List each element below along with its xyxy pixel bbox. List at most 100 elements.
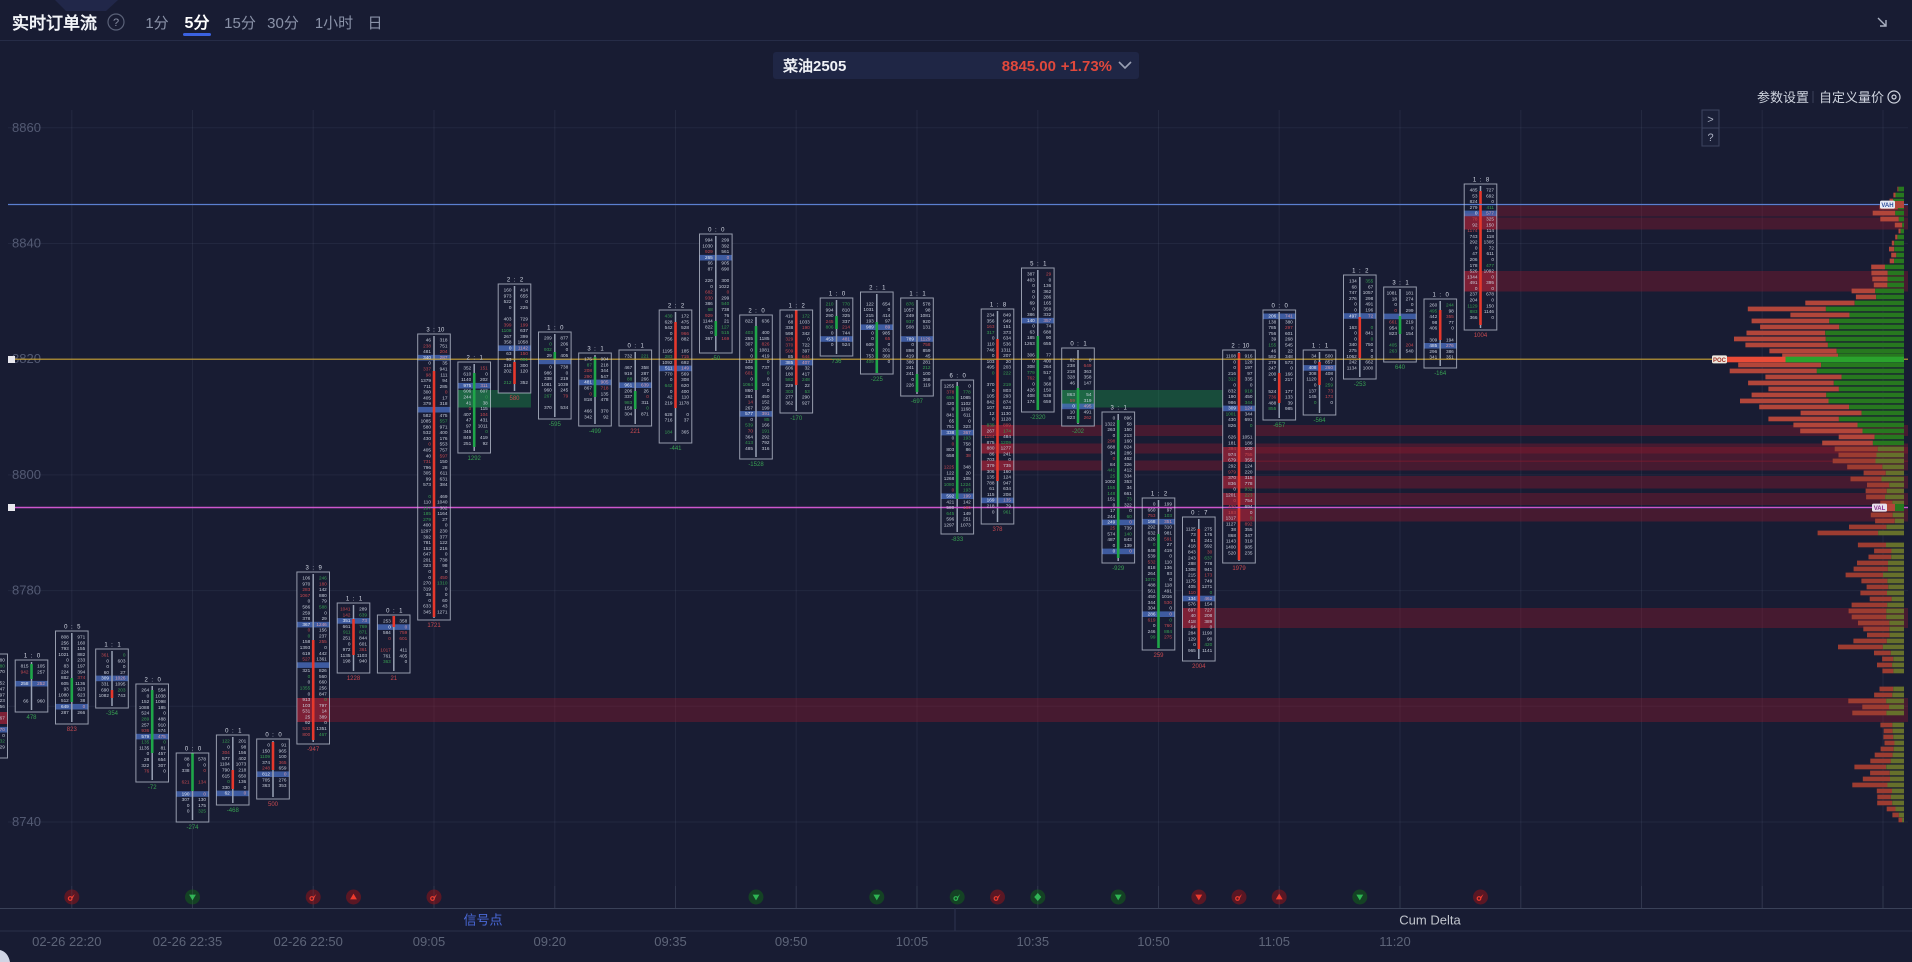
svg-text:1135: 1135 [340,653,350,658]
svg-text:0: 0 [842,292,846,298]
svg-text:911: 911 [343,630,351,635]
svg-text:97: 97 [466,424,472,429]
svg-text:753: 753 [1148,513,1156,518]
svg-text:808: 808 [61,635,69,640]
svg-text:626: 626 [1148,536,1156,541]
svg-text:1127: 1127 [1226,521,1236,526]
svg-text:1225: 1225 [944,465,955,470]
svg-text:0: 0 [968,384,971,389]
svg-text:727: 727 [1204,607,1212,612]
svg-text:1277: 1277 [1001,446,1012,451]
svg-text:267: 267 [504,334,512,339]
svg-text:578: 578 [923,302,931,307]
svg-text:0: 0 [1371,354,1374,359]
svg-text:信号点: 信号点 [463,913,502,928]
svg-text:488: 488 [1268,400,1276,405]
svg-text:824: 824 [1470,199,1478,204]
svg-text:2: 2 [1365,269,1369,275]
svg-text:1174: 1174 [1467,228,1477,233]
svg-text:2004: 2004 [1192,664,1206,670]
svg-text:601: 601 [399,636,407,641]
svg-text:0: 0 [1250,383,1253,388]
svg-text:0: 0 [203,762,206,767]
svg-text:0: 0 [831,331,834,336]
svg-text:132: 132 [745,359,753,364]
svg-text:101: 101 [762,382,770,387]
svg-text:175: 175 [198,803,206,808]
svg-text:753: 753 [866,354,874,359]
svg-text:276: 276 [1349,296,1357,301]
svg-text:150: 150 [1486,303,1494,308]
svg-text:0: 0 [1089,357,1092,362]
svg-text:46: 46 [426,338,432,343]
svg-text:276: 276 [279,777,287,782]
svg-text:1038: 1038 [155,693,166,698]
svg-text:0: 0 [831,342,834,347]
svg-text:573: 573 [423,482,431,487]
svg-text:110: 110 [424,500,432,505]
svg-text:140: 140 [1124,531,1132,536]
svg-text:11:20: 11:20 [1379,934,1411,949]
svg-text:59: 59 [1070,398,1076,403]
svg-text:741: 741 [1285,314,1293,319]
svg-text:185: 185 [158,705,166,710]
svg-text:420: 420 [946,401,954,406]
svg-text:0: 0 [670,331,673,336]
svg-text:806: 806 [826,325,834,330]
svg-text:0: 0 [278,733,282,739]
svg-text:28: 28 [442,465,448,470]
svg-text:1129: 1129 [0,744,5,749]
svg-text:0: 0 [871,348,874,353]
svg-text:367: 367 [963,430,971,435]
svg-text:-2320: -2320 [1030,415,1046,421]
svg-text:29: 29 [1046,272,1052,277]
svg-text:307: 307 [158,763,166,768]
svg-text:679: 679 [1228,458,1236,463]
svg-text:3: 3 [1392,281,1396,287]
svg-text:46: 46 [1271,348,1277,353]
svg-text:实时订单流: 实时订单流 [12,13,97,33]
svg-text:526: 526 [1470,269,1478,274]
svg-text:539: 539 [1148,554,1156,559]
svg-text:408: 408 [1027,393,1035,398]
svg-text:810: 810 [842,307,850,312]
svg-text:40: 40 [1191,613,1197,618]
svg-text:93: 93 [1167,571,1173,576]
svg-text:242: 242 [1349,360,1357,365]
svg-text:257: 257 [37,669,45,674]
svg-text:1016: 1016 [1162,594,1173,599]
svg-text:954: 954 [1389,325,1397,330]
svg-text:170: 170 [0,669,5,674]
svg-text:488: 488 [1148,583,1156,588]
svg-text:78: 78 [1472,217,1478,222]
svg-text:344: 344 [601,368,609,373]
svg-text:02-26 22:35: 02-26 22:35 [153,934,222,949]
svg-text:212: 212 [504,380,512,385]
svg-text:420: 420 [1204,642,1212,647]
svg-text:0: 0 [1491,298,1494,303]
svg-text:248: 248 [262,766,270,771]
svg-text:106: 106 [302,576,310,581]
svg-text:296: 296 [1429,349,1437,354]
svg-text:292: 292 [1228,464,1236,469]
svg-text:0: 0 [1032,283,1035,288]
svg-text:1002: 1002 [1105,479,1116,484]
svg-text:74: 74 [1046,324,1052,329]
svg-text:747: 747 [1349,290,1357,295]
svg-text:91: 91 [1191,538,1197,543]
svg-text:788: 788 [987,480,995,485]
svg-text:0: 0 [1250,510,1253,515]
svg-text:264: 264 [1148,571,1156,576]
svg-text:989: 989 [866,325,874,330]
svg-text:131: 131 [923,325,931,330]
svg-text:1102: 1102 [961,401,971,406]
svg-text:199: 199 [520,322,528,327]
svg-text:1: 1 [1312,344,1316,350]
svg-text:0: 0 [1394,308,1397,313]
svg-text:495: 495 [1084,404,1092,409]
svg-text:366: 366 [1470,315,1478,320]
svg-text:-170: -170 [790,416,803,422]
svg-text:38: 38 [80,698,86,703]
svg-text:367: 367 [705,336,713,341]
svg-text:338: 338 [785,325,793,330]
